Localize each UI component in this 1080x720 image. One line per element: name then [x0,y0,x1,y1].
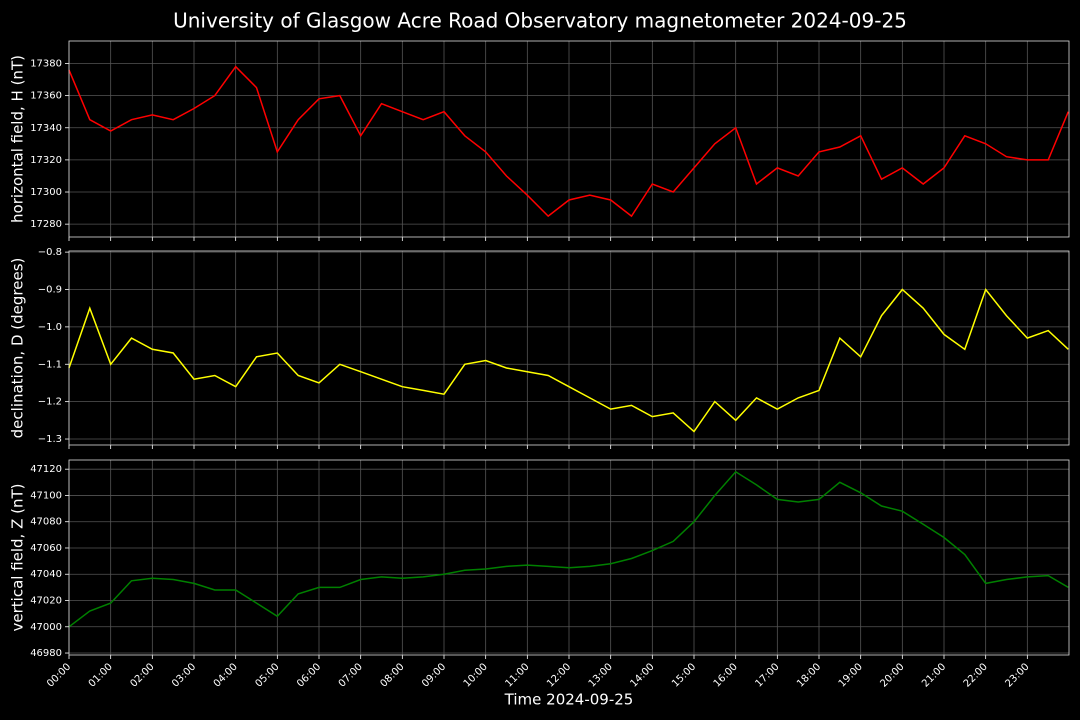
y-tick-label: −1.0 [38,322,62,333]
x-tick-label: 01:00 [87,661,115,689]
y-tick-label: −0.8 [38,247,62,258]
x-tick-label: 10:00 [462,661,490,689]
x-tick-label: 09:00 [420,661,448,689]
y-tick-label: 47060 [30,543,62,554]
y-tick-label: 47020 [30,596,62,607]
x-tick-label: 06:00 [295,661,323,689]
y-tick-label: −1.1 [38,359,62,370]
x-tick-label: 16:00 [712,661,740,689]
data-line [68,287,1069,433]
x-tick-label: 03:00 [170,661,198,689]
y-tick-label: −0.9 [38,285,62,296]
x-tick-label: 21:00 [920,661,948,689]
y-tick-label: −1.3 [38,434,62,445]
y-axis-label: horizontal field, H (nT) [9,55,27,223]
y-tick-label: 47000 [30,622,62,633]
data-line [68,65,1069,218]
plot-frame [68,40,1070,238]
x-tick-label: 19:00 [837,661,865,689]
y-axis-label: declination, D (degrees) [9,258,27,439]
x-tick-label: 20:00 [878,661,906,689]
y-tick-label: 17360 [30,91,62,102]
y-tick-label: 46980 [30,648,62,659]
y-tick-label: 47080 [30,517,62,528]
y-tick-label: 17300 [30,187,62,198]
x-tick-label: 14:00 [628,661,656,689]
x-tick-label: 23:00 [1003,661,1031,689]
y-tick-label: 47040 [30,569,62,580]
y-tick-label: 47120 [30,464,62,475]
x-tick-label: 04:00 [212,661,240,689]
plot-frame [68,459,1070,656]
x-tick-label: 08:00 [378,661,406,689]
y-tick-label: −1.2 [38,397,62,408]
data-line [68,470,1069,628]
x-tick-label: 07:00 [337,661,365,689]
x-tick-label: 02:00 [128,661,156,689]
x-tick-label: 00:00 [45,661,73,689]
plot-frame [68,250,1070,446]
x-axis-label: Time 2024-09-25 [504,691,634,709]
y-tick-label: 47100 [30,490,62,501]
y-tick-label: 17380 [30,58,62,69]
x-tick-label: 05:00 [253,661,281,689]
x-tick-label: 12:00 [545,661,573,689]
y-tick-label: 17280 [30,219,62,230]
x-tick-label: 22:00 [962,661,990,689]
y-tick-label: 17340 [30,123,62,134]
x-tick-label: 17:00 [753,661,781,689]
chart-title: University of Glasgow Acre Road Observat… [173,9,907,33]
y-axis-label: vertical field, Z (nT) [9,483,27,631]
x-tick-label: 11:00 [503,661,531,689]
x-tick-label: 18:00 [795,661,823,689]
x-tick-label: 15:00 [670,661,698,689]
x-tick-label: 13:00 [587,661,615,689]
y-tick-label: 17320 [30,155,62,166]
